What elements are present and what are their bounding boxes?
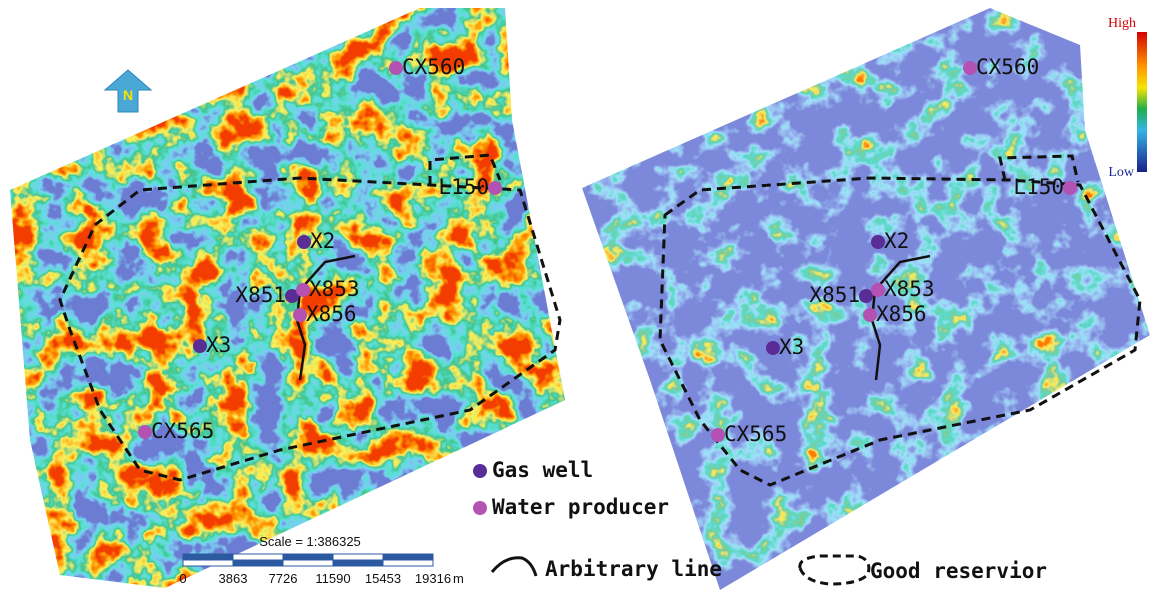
well-marker <box>863 308 877 322</box>
well-marker <box>297 235 311 249</box>
well-marker <box>193 339 207 353</box>
well-label: CX565 <box>724 422 787 446</box>
well-marker <box>711 428 725 442</box>
colorbar <box>1137 32 1147 172</box>
scale-tick-label: 7726 <box>269 571 298 586</box>
scale-segment <box>183 560 233 566</box>
north-label: N <box>123 87 133 103</box>
well-label: X851 <box>809 283 860 307</box>
scale-unit: m <box>453 571 464 586</box>
well-marker <box>871 283 885 297</box>
scale-tick-label: 3863 <box>219 571 248 586</box>
gas-well-symbol <box>473 464 487 478</box>
scale-segment <box>333 554 383 560</box>
well-marker <box>389 61 403 75</box>
scale-segment <box>383 554 433 560</box>
well-label: X2 <box>884 229 909 253</box>
well-label: X851 <box>235 283 286 307</box>
legend-gas: Gas well <box>492 458 593 482</box>
well-marker <box>293 308 307 322</box>
well-label: X3 <box>206 333 231 357</box>
well-marker <box>859 289 873 303</box>
scale-title: Scale = 1:386325 <box>259 534 361 549</box>
scale-segment <box>333 560 383 566</box>
line-symbol <box>492 558 536 576</box>
well-marker <box>138 425 152 439</box>
legend-reservoir: Good reservior <box>870 559 1047 583</box>
scale-tick-label: 11590 <box>315 571 350 586</box>
water-producer-symbol <box>473 501 487 515</box>
scale-segment <box>283 554 333 560</box>
scale-segment <box>233 560 283 566</box>
colorbar-high: High <box>1108 16 1136 31</box>
well-marker <box>766 341 780 355</box>
well-marker <box>871 235 885 249</box>
legend-water: Water producer <box>492 495 669 519</box>
scale-tick-label: 19316 <box>415 571 451 586</box>
scale-segment <box>283 560 333 566</box>
scale-tick-label: 0 <box>179 571 186 586</box>
well-label: X856 <box>306 302 357 326</box>
well-label: X2 <box>310 229 335 253</box>
well-label: X856 <box>876 302 927 326</box>
well-label: X853 <box>884 277 935 301</box>
well-label: CX560 <box>976 55 1039 79</box>
scale-segment <box>183 554 233 560</box>
well-marker <box>963 61 977 75</box>
well-label: L150 <box>438 175 489 199</box>
well-label: CX565 <box>151 419 214 443</box>
legend-line: Arbitrary line <box>545 557 722 581</box>
scale-segment <box>233 554 283 560</box>
scale-tick-label: 15453 <box>365 571 401 586</box>
well-label: X3 <box>779 335 804 359</box>
figure: CX560L150X2X851X853X856X3CX565CX560L150X… <box>0 0 1151 592</box>
reservoir-symbol <box>800 556 869 584</box>
well-marker <box>488 181 502 195</box>
north-arrow: N <box>105 70 151 112</box>
well-marker <box>296 283 310 297</box>
well-label: L150 <box>1013 175 1064 199</box>
well-marker <box>1063 181 1077 195</box>
well-label: X853 <box>309 277 360 301</box>
scale-segment <box>383 560 433 566</box>
well-label: CX560 <box>402 55 465 79</box>
colorbar-low: Low <box>1108 165 1135 180</box>
